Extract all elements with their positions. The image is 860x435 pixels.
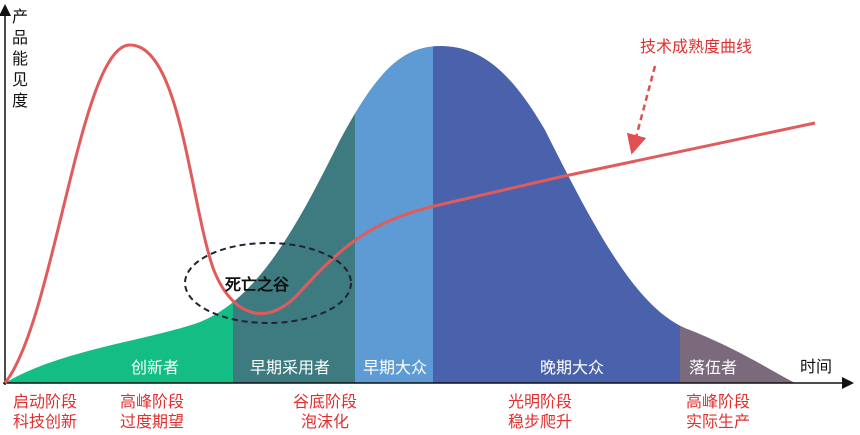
segment-label: 落伍者 bbox=[689, 358, 737, 377]
valley-circle bbox=[184, 242, 352, 324]
stage-label: 高峰阶段 bbox=[686, 392, 750, 411]
stage-label: 谷底阶段 bbox=[293, 392, 357, 411]
valley-label: 死亡之谷 bbox=[225, 275, 290, 294]
stage-label: 稳步爬升 bbox=[508, 412, 572, 431]
curve-label: 技术成熟度曲线 bbox=[640, 37, 752, 56]
stage-label: 光明阶段 bbox=[508, 392, 572, 411]
stage-label: 科技创新 bbox=[13, 412, 77, 431]
y-axis-label-text: 产品能见度 bbox=[12, 7, 28, 110]
curve-arrow bbox=[626, 65, 657, 155]
stage-label: 实际生产 bbox=[686, 412, 750, 431]
segment-label: 早期采用者 bbox=[250, 358, 330, 377]
segment-label: 创新者 bbox=[131, 358, 179, 377]
segment-label: 晚期大众 bbox=[540, 358, 604, 377]
y-axis-label: 产品能见度 bbox=[12, 7, 28, 110]
segment-labels: 创新者 早期采用者 早期大众 晚期大众 落伍者 bbox=[131, 358, 737, 377]
stage-label: 启动阶段 bbox=[13, 392, 77, 411]
stage-label: 过度期望 bbox=[120, 412, 184, 431]
adoption-area bbox=[5, 46, 795, 383]
segment-label: 早期大众 bbox=[363, 358, 427, 377]
stage-label: 高峰阶段 bbox=[120, 392, 184, 411]
stage-label: 泡沫化 bbox=[301, 412, 349, 431]
x-axis-label: 时间 bbox=[800, 357, 832, 376]
